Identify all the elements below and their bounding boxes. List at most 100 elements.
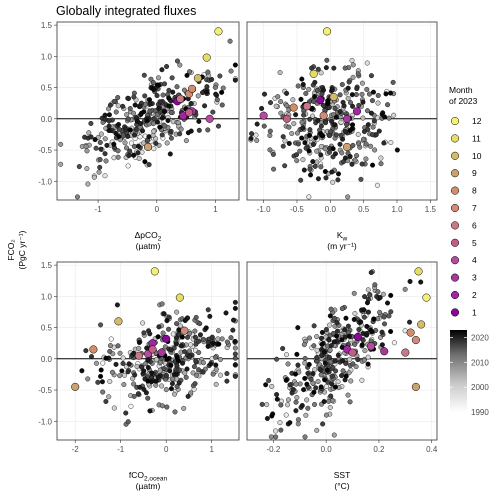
scatter-point bbox=[185, 334, 191, 340]
scatter-point bbox=[184, 72, 190, 78]
y-tick-label: 1.0 bbox=[41, 52, 53, 61]
scatter-point bbox=[280, 346, 286, 352]
scatter-point bbox=[322, 360, 328, 366]
scatter-point bbox=[312, 401, 318, 407]
scatter-point bbox=[324, 367, 330, 373]
scatter-point bbox=[172, 409, 178, 415]
y-tick-label: 1.5 bbox=[41, 261, 53, 270]
scatter-point bbox=[388, 90, 394, 96]
scatter-point bbox=[290, 387, 296, 393]
scatter-point bbox=[220, 85, 226, 91]
scatter-point bbox=[88, 354, 94, 360]
month-legend-swatch-5 bbox=[450, 238, 460, 247]
scatter-point bbox=[228, 335, 234, 341]
scatter-point bbox=[97, 139, 103, 145]
scatter-point bbox=[125, 369, 131, 375]
scatter-point bbox=[210, 371, 216, 377]
scatter-point bbox=[102, 173, 108, 179]
scatter-point bbox=[144, 345, 150, 351]
scatter-point bbox=[200, 90, 206, 96]
month-2023-point-7 bbox=[180, 326, 189, 335]
scatter-point bbox=[185, 130, 191, 136]
scatter-point bbox=[140, 320, 146, 326]
scatter-point bbox=[160, 92, 166, 98]
scatter-point bbox=[372, 147, 378, 153]
panel-border bbox=[56, 261, 240, 441]
month-2023-point-8 bbox=[406, 328, 415, 337]
x-tick-label: 0 bbox=[164, 445, 169, 454]
scatter-point bbox=[292, 371, 298, 377]
scatter-point bbox=[106, 394, 112, 400]
scatter-point bbox=[180, 360, 186, 366]
scatter-point bbox=[114, 302, 120, 308]
scatter-point bbox=[289, 130, 295, 136]
scatter-point bbox=[248, 135, 254, 141]
x-axis-label: ΔpCO2 bbox=[135, 230, 162, 243]
scatter-point bbox=[348, 378, 354, 384]
scatter-point bbox=[259, 401, 265, 407]
scatter-point bbox=[107, 348, 113, 354]
scatter-point bbox=[364, 86, 370, 92]
scatter-point bbox=[302, 140, 308, 146]
scatter-point bbox=[350, 74, 356, 80]
scatter-point bbox=[132, 372, 138, 378]
month-2023-point-8 bbox=[187, 84, 197, 93]
month-legend-swatch-8 bbox=[450, 186, 460, 195]
scatter-point bbox=[192, 328, 198, 334]
scatter-point bbox=[308, 376, 314, 382]
scatter-point bbox=[364, 108, 370, 114]
scatter-point bbox=[359, 91, 365, 97]
scatter-point bbox=[295, 325, 301, 331]
scatter-point bbox=[219, 89, 225, 95]
scatter-point bbox=[149, 370, 155, 376]
y-tick-label: -0.5 bbox=[38, 146, 52, 155]
scatter-point bbox=[232, 345, 238, 351]
scatter-point bbox=[125, 419, 131, 425]
scatter-point bbox=[104, 142, 110, 148]
scatter-point bbox=[232, 62, 238, 68]
scatter-point bbox=[293, 399, 299, 405]
y-tick-label: 1.5 bbox=[41, 21, 53, 30]
scatter-point bbox=[174, 309, 180, 315]
x-tick-label: 0.2 bbox=[373, 445, 385, 454]
scatter-point bbox=[139, 364, 145, 370]
scatter-point bbox=[295, 362, 301, 368]
scatter-point bbox=[122, 140, 128, 146]
scatter-point bbox=[364, 60, 370, 66]
scatter-point bbox=[141, 72, 147, 78]
scatter-point bbox=[108, 336, 114, 342]
scatter-point bbox=[131, 152, 137, 158]
scatter-point bbox=[278, 402, 284, 408]
month-2023-point-12 bbox=[150, 267, 159, 276]
month-legend-swatch-7 bbox=[450, 203, 460, 213]
scatter-point bbox=[301, 167, 307, 173]
scatter-point bbox=[284, 352, 290, 358]
scatter-point bbox=[224, 339, 230, 345]
scatter-point bbox=[184, 366, 190, 372]
scatter-point bbox=[122, 372, 128, 378]
scatter-point bbox=[121, 382, 127, 388]
scatter-point bbox=[157, 99, 163, 105]
scatter-point bbox=[342, 155, 348, 161]
scatter-point bbox=[200, 369, 206, 375]
scatter-point bbox=[311, 98, 317, 104]
scatter-point bbox=[370, 89, 376, 95]
x-tick-label: -2 bbox=[72, 445, 80, 454]
scatter-point bbox=[188, 101, 194, 107]
scatter-point bbox=[217, 356, 223, 362]
scatter-point bbox=[192, 334, 198, 340]
scatter-point bbox=[307, 127, 313, 133]
scatter-point bbox=[264, 415, 270, 421]
scatter-point bbox=[82, 134, 88, 140]
scatter-point bbox=[331, 339, 337, 345]
scatter-point bbox=[342, 65, 348, 71]
scatter-point bbox=[123, 410, 129, 416]
scatter-point bbox=[322, 146, 328, 152]
scatter-point bbox=[375, 93, 381, 99]
scatter-point bbox=[131, 94, 137, 100]
scatter-point bbox=[269, 413, 275, 419]
scatter-point bbox=[286, 124, 292, 130]
scatter-point bbox=[359, 342, 365, 348]
month-2023-point-10 bbox=[114, 317, 123, 326]
scatter-point bbox=[157, 124, 163, 130]
